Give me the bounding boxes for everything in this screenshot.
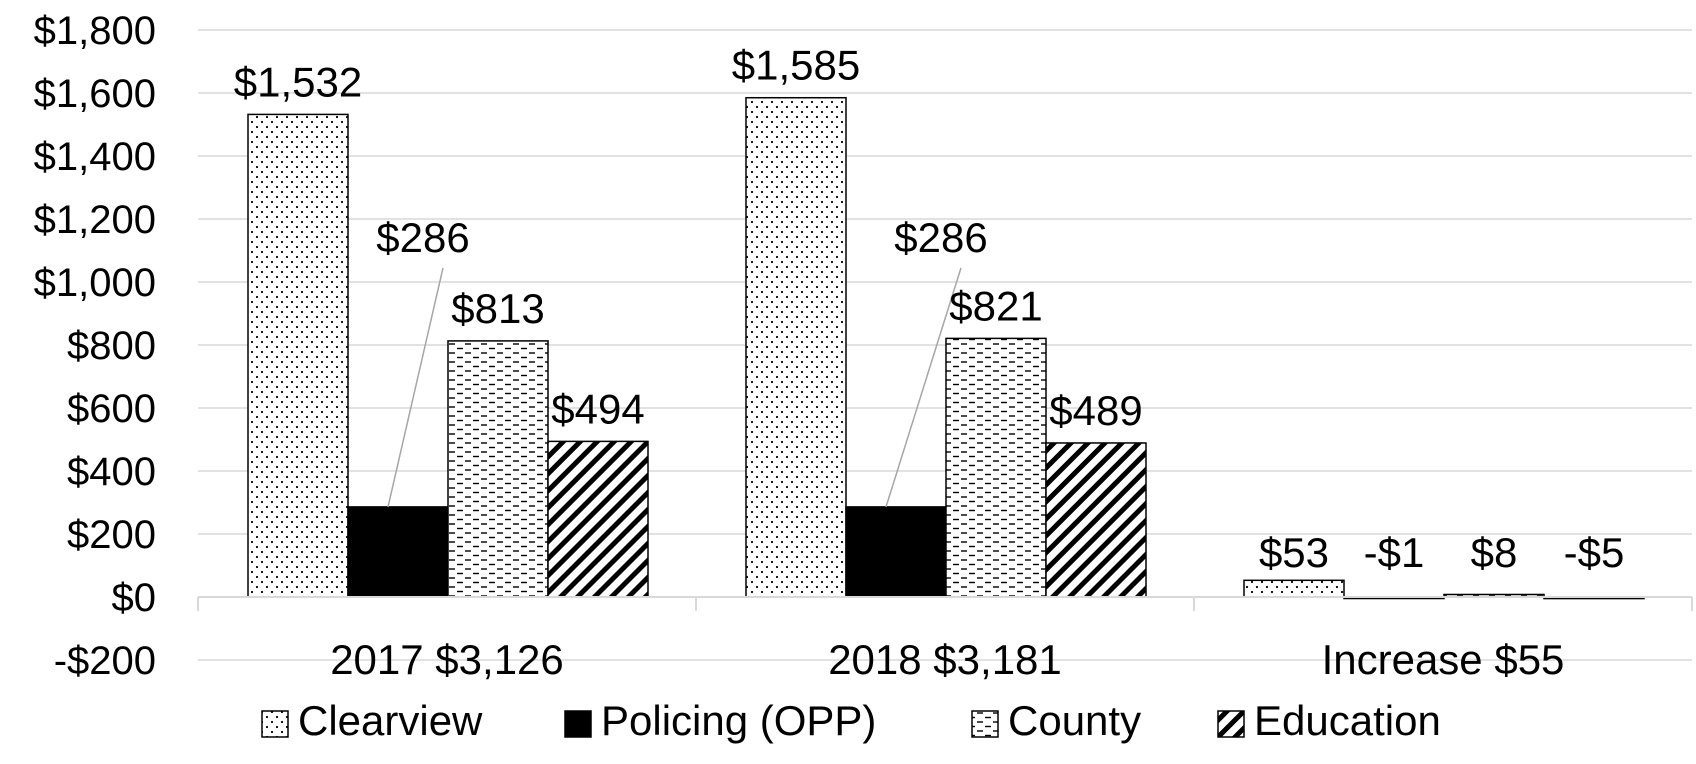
y-tick-label: $0 bbox=[112, 576, 157, 620]
data-label: -$5 bbox=[1564, 529, 1625, 576]
x-axis bbox=[197, 596, 1693, 611]
legend-label: Education bbox=[1254, 697, 1441, 744]
data-label: $286 bbox=[376, 214, 469, 261]
y-tick-label: $1,000 bbox=[34, 261, 156, 305]
data-label: $1,532 bbox=[234, 58, 362, 105]
y-tick-label: $800 bbox=[67, 324, 156, 368]
x-tick-label: Increase $55 bbox=[1322, 636, 1565, 683]
data-label: $53 bbox=[1259, 529, 1329, 576]
y-tick-label: -$200 bbox=[54, 639, 156, 683]
legend-label: County bbox=[1008, 697, 1141, 744]
y-tick-label: $1,200 bbox=[34, 198, 156, 242]
y-tick-label: $600 bbox=[67, 387, 156, 431]
y-tick-label: $1,800 bbox=[34, 9, 156, 53]
data-label: $489 bbox=[1049, 387, 1142, 434]
legend-label: Clearview bbox=[298, 697, 483, 744]
x-tick-label: 2018 $3,181 bbox=[828, 636, 1062, 683]
data-label: $821 bbox=[949, 282, 1042, 329]
y-tick-label: $1,400 bbox=[34, 135, 156, 179]
legend-swatch bbox=[971, 710, 999, 738]
data-label: -$1 bbox=[1364, 529, 1425, 576]
data-label: $286 bbox=[894, 214, 987, 261]
bar bbox=[845, 506, 947, 598]
data-label: $813 bbox=[451, 285, 544, 332]
bar bbox=[347, 506, 449, 598]
bars bbox=[247, 96, 1645, 600]
x-axis-tick-labels: 2017 $3,126 2018 $3,181 Increase $55 bbox=[330, 636, 1564, 683]
bar bbox=[945, 337, 1047, 598]
legend-label: Policing (OPP) bbox=[601, 697, 876, 744]
legend-swatch bbox=[261, 710, 289, 738]
y-tick-label: $200 bbox=[67, 513, 156, 557]
legend: Clearview Policing (OPP) County Education bbox=[261, 697, 1441, 744]
data-label: $8 bbox=[1471, 529, 1518, 576]
data-labels: $1,532$286$813$494$1,585$286$821$489$53-… bbox=[234, 42, 1625, 576]
data-label: $494 bbox=[551, 385, 644, 432]
x-tick-label: 2017 $3,126 bbox=[330, 636, 564, 683]
data-label: $1,585 bbox=[732, 42, 860, 89]
y-axis-tick-labels: $1,800 $1,600 $1,400 $1,200 $1,000 $800 $600 $4… bbox=[34, 9, 156, 683]
leader-line bbox=[885, 267, 962, 508]
bar bbox=[745, 96, 847, 598]
bar bbox=[1243, 579, 1345, 598]
bar bbox=[247, 113, 349, 598]
leader-line bbox=[387, 267, 444, 508]
bar bbox=[447, 340, 549, 598]
legend-swatch bbox=[564, 710, 592, 738]
bar bbox=[547, 440, 649, 598]
y-tick-label: $400 bbox=[67, 450, 156, 494]
legend-swatch bbox=[1217, 710, 1245, 738]
bar bbox=[1045, 442, 1147, 598]
y-tick-label: $1,600 bbox=[34, 72, 156, 116]
